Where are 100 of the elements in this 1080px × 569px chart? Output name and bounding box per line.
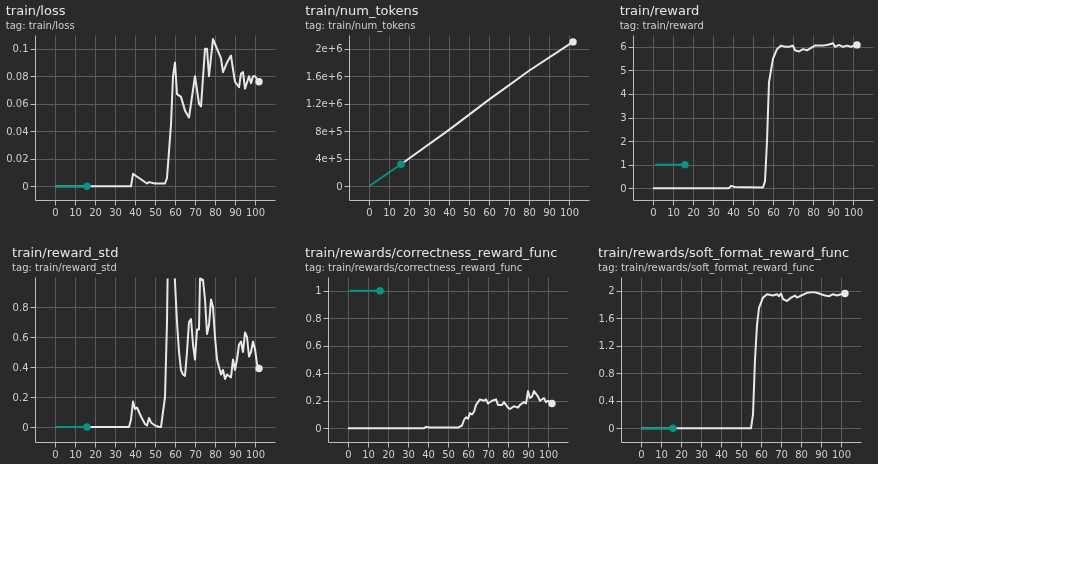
x-tick-label: 10 [667,206,680,218]
x-tick-label: 20 [687,206,700,218]
y-tick-label: 0.08 [6,70,29,82]
x-tick-label: 50 [735,448,748,460]
x-tick-label: 10 [655,448,668,460]
x-tick-label: 10 [69,448,82,460]
y-tick-label: 8e+5 [315,125,343,137]
y-tick-label: 0.02 [6,153,29,165]
y-tick-label: 0 [315,422,322,434]
y-tick-label: 0.4 [305,367,322,379]
x-tick-label: 90 [229,206,242,218]
x-tick-label: 90 [827,206,840,218]
x-tick-label: 60 [483,206,496,218]
x-tick-label: 40 [422,448,435,460]
x-tick-label: 80 [209,448,222,460]
x-tick-label: 10 [362,448,375,460]
x-tick-label: 60 [767,206,780,218]
x-tick-label: 30 [402,448,415,460]
x-tick-label: 100 [559,206,580,218]
y-tick-label: 0.6 [12,331,29,343]
x-tick-label: 30 [423,206,436,218]
y-tick-label: 6 [620,41,627,53]
x-tick-label: 50 [747,206,760,218]
x-tick-label: 80 [502,448,515,460]
y-tick-label: 1.2e+6 [305,98,343,110]
x-tick-label: 10 [383,206,396,218]
chart-subtitle: tag: train/reward [619,20,704,31]
x-tick-label: 40 [443,206,456,218]
x-tick-label: 90 [815,448,828,460]
y-tick-label: 0.8 [12,301,29,313]
y-tick-label: 1.6e+6 [305,70,343,82]
x-tick-label: 70 [787,206,800,218]
x-tick-label: 0 [650,206,657,218]
x-tick-label: 60 [755,448,768,460]
x-tick-label: 0 [52,448,59,460]
x-tick-label: 30 [109,206,122,218]
x-tick-label: 100 [538,448,559,460]
y-tick-label: 4e+5 [315,153,343,165]
y-tick-label: 1.2 [598,340,615,352]
x-tick-label: 80 [795,448,808,460]
x-tick-label: 20 [89,206,102,218]
y-tick-label: 0.2 [12,391,29,403]
x-tick-label: 40 [129,206,142,218]
x-tick-label: 90 [522,448,535,460]
x-tick-label: 0 [345,448,352,460]
x-tick-label: 60 [169,448,182,460]
x-tick-label: 100 [245,448,266,460]
y-tick-label: 0.4 [598,395,615,407]
y-tick-label: 0.04 [6,125,29,137]
x-tick-label: 40 [727,206,740,218]
chart-subtitle: tag: train/rewards/correctness_reward_func [305,262,523,274]
x-tick-label: 100 [831,448,852,460]
x-tick-label: 70 [775,448,788,460]
y-tick-label: 1 [620,159,627,171]
x-tick-label: 60 [169,206,182,218]
x-tick-label: 60 [462,448,475,460]
y-tick-label: 4 [620,88,627,100]
y-tick-label: 2e+6 [315,43,343,55]
y-tick-label: 0.6 [305,340,322,352]
chart-subtitle: tag: train/loss [5,20,75,31]
x-tick-label: 70 [189,448,202,460]
x-tick-label: 20 [403,206,416,218]
y-tick-label: 2 [620,135,627,147]
y-tick-label: 2 [608,285,615,297]
chart-title: train/rewards/correctness_reward_func [305,245,558,260]
y-tick-label: 0.2 [305,395,322,407]
y-tick-label: 0 [22,180,29,192]
x-tick-label: 20 [89,448,102,460]
x-tick-label: 30 [707,206,720,218]
x-tick-label: 70 [503,206,516,218]
y-tick-label: 0 [620,182,627,194]
x-tick-label: 80 [209,206,222,218]
chart-subtitle: tag: train/reward_std [12,262,117,274]
x-tick-label: 0 [366,206,373,218]
x-tick-label: 70 [482,448,495,460]
chart-title: train/loss [5,3,66,18]
x-tick-label: 30 [109,448,122,460]
x-tick-label: 50 [463,206,476,218]
y-tick-label: 0.8 [305,312,322,324]
y-tick-label: 1 [315,285,322,297]
y-tick-label: 0.1 [12,43,29,55]
y-tick-label: 0.8 [598,367,615,379]
x-tick-label: 40 [129,448,142,460]
chart-title: train/reward [619,3,700,18]
x-tick-label: 0 [52,206,59,218]
y-tick-label: 0.4 [12,361,29,373]
x-tick-label: 100 [843,206,864,218]
y-tick-label: 5 [620,64,627,76]
y-tick-label: 0 [22,421,29,433]
x-tick-label: 20 [382,448,395,460]
x-tick-label: 40 [715,448,728,460]
x-tick-label: 100 [245,206,266,218]
x-tick-label: 90 [229,448,242,460]
x-tick-label: 50 [442,448,455,460]
chart-subtitle: tag: train/rewards/soft_format_reward_func [598,262,815,274]
x-tick-label: 10 [69,206,82,218]
x-tick-label: 30 [695,448,708,460]
x-tick-label: 70 [189,206,202,218]
y-tick-label: 0 [336,180,343,192]
x-tick-label: 80 [523,206,536,218]
